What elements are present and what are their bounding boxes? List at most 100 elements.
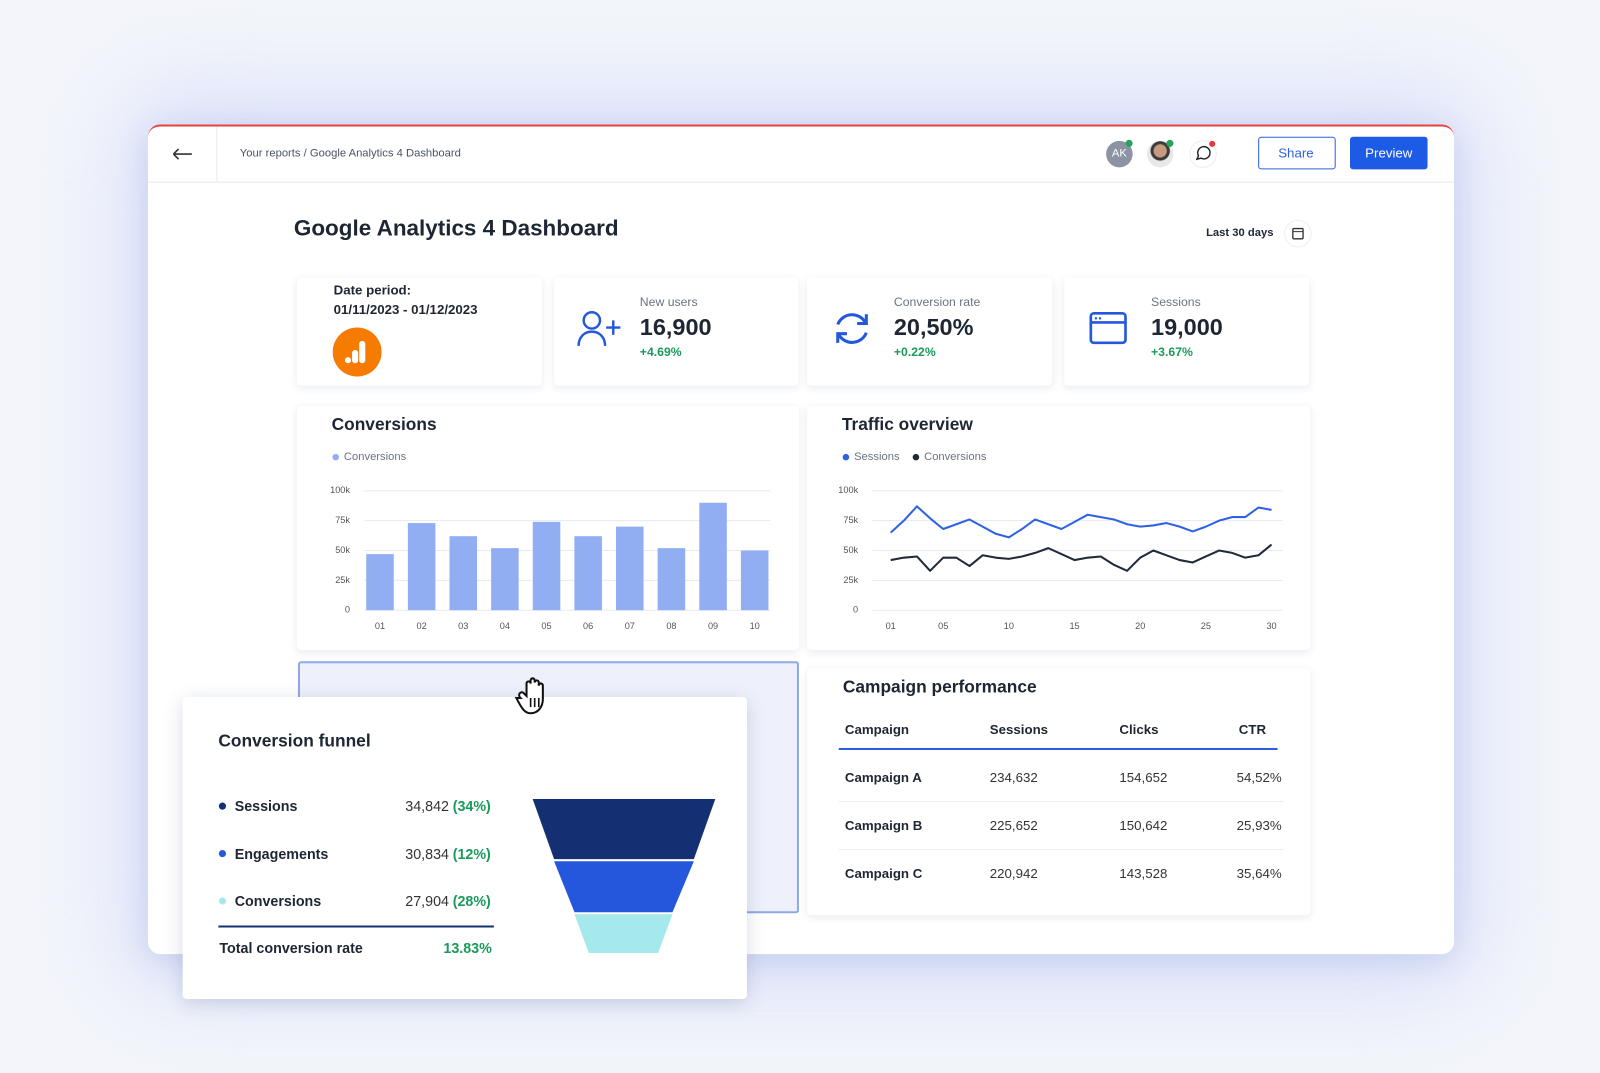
table-cell: 234,632	[989, 769, 1038, 786]
funnel-label: Conversions	[234, 892, 322, 910]
funnel-value: 30,834	[405, 845, 449, 862]
status-dot	[1166, 139, 1174, 147]
x-tick-label: 03	[458, 621, 468, 631]
kpi-value: 20,50%	[893, 313, 974, 341]
legend-label: Sessions	[854, 451, 900, 463]
avatar-initials: AK	[1111, 147, 1127, 160]
kpi-card	[807, 277, 1053, 386]
preview-button[interactable]	[1349, 136, 1428, 170]
calendar-button[interactable]	[1284, 219, 1313, 248]
table-cell: 35,64%	[1236, 865, 1282, 882]
funnel-label: Engagements	[234, 845, 329, 862]
browser-icon	[1089, 311, 1127, 345]
row-divider	[838, 848, 1284, 850]
funnel-share: (12%)	[452, 845, 491, 862]
date-card	[296, 277, 542, 386]
kpi-card	[1064, 277, 1310, 386]
preview-label: Preview	[1365, 145, 1413, 161]
x-tick-label: 25	[1201, 621, 1211, 631]
chart-title: Conversions	[332, 414, 437, 434]
funnel-value: 34,842	[405, 797, 449, 815]
share-label: Share	[1278, 145, 1314, 161]
row-label: Campaign B	[844, 817, 923, 834]
table-cell: 154,652	[1119, 769, 1168, 786]
total-label: Total conversion rate	[219, 939, 363, 957]
x-tick-label: 04	[500, 621, 510, 631]
y-tick-label: 0	[853, 605, 858, 615]
x-tick-label: 09	[708, 621, 718, 631]
table-cell: 143,528	[1119, 865, 1168, 882]
legend-label: Conversions	[924, 451, 987, 463]
table-header: Campaign	[844, 721, 910, 738]
y-tick-label: 100k	[838, 485, 858, 495]
campaign-card	[807, 668, 1311, 916]
x-tick-label: 01	[886, 621, 896, 631]
kpi-value: 16,900	[639, 313, 712, 341]
row-label: Campaign C	[844, 865, 923, 882]
kpi-change: +4.69%	[639, 344, 682, 360]
breadcrumb: Your reports / Google Analytics 4 Dashbo…	[239, 147, 461, 160]
date-range: Last 30 days	[1206, 227, 1274, 240]
dashboard-title: Google Analytics 4 Dashboard	[293, 215, 619, 241]
bar	[616, 526, 644, 611]
drag-cursor	[514, 677, 544, 715]
bar	[699, 502, 727, 611]
x-tick-label: 10	[1004, 621, 1014, 631]
funnel-share: (34%)	[452, 797, 491, 815]
kpi-change: +3.67%	[1151, 344, 1193, 360]
funnel-title: Conversion funnel	[218, 731, 371, 751]
x-tick-label: 02	[417, 621, 427, 631]
kpi-change: +0.22%	[893, 344, 936, 360]
line	[889, 505, 1272, 539]
legend-label: Conversions	[344, 451, 407, 463]
header-underline	[838, 747, 1278, 750]
chart-title: Traffic overview	[842, 414, 974, 434]
table-cell: 220,942	[989, 865, 1038, 882]
date-period: 01/11/2023 - 01/12/2023	[333, 301, 478, 317]
legend-dot	[332, 453, 339, 461]
x-tick-label: 05	[938, 621, 948, 631]
table-header: Clicks	[1119, 721, 1159, 738]
y-tick-label: 25k	[335, 575, 350, 585]
analytics-logo	[332, 327, 382, 377]
kpi-value: 19,000	[1151, 313, 1223, 341]
bar	[449, 536, 478, 611]
bar	[574, 536, 602, 611]
table-title: Campaign performance	[842, 677, 1037, 697]
row-label: Campaign A	[844, 769, 922, 786]
total-value: 13.83%	[443, 939, 492, 957]
legend-dot	[842, 453, 850, 461]
date-period-label: Date period:	[333, 282, 412, 298]
funnel-label: Sessions	[234, 797, 298, 815]
share-button[interactable]	[1258, 136, 1336, 170]
header-divider	[216, 126, 218, 182]
x-tick-label: 30	[1266, 621, 1276, 631]
table-cell: 25,93%	[1236, 817, 1282, 834]
legend-dot	[912, 453, 920, 461]
funnel-share: (28%)	[452, 892, 491, 910]
bar	[491, 548, 519, 611]
kpi-label: New users	[639, 294, 698, 310]
x-tick-label: 15	[1069, 621, 1079, 631]
comments-button[interactable]	[1189, 140, 1218, 169]
back-button[interactable]	[171, 146, 193, 162]
y-tick-label: 75k	[843, 515, 858, 525]
line	[890, 543, 1273, 572]
row-divider	[838, 801, 1284, 803]
kpi-label: Conversion rate	[893, 294, 981, 310]
x-tick-label: 01	[375, 621, 385, 631]
bar	[740, 550, 769, 611]
table-header: Sessions	[989, 721, 1049, 738]
y-tick-label: 100k	[330, 485, 350, 495]
x-tick-label: 06	[583, 621, 593, 631]
funnel-value: 27,904	[405, 892, 449, 910]
header-border	[147, 181, 1455, 183]
x-tick-label: 10	[750, 621, 760, 631]
x-tick-label: 20	[1135, 621, 1145, 631]
bar	[657, 548, 686, 611]
table-cell: 150,642	[1119, 817, 1168, 834]
bar	[532, 521, 561, 611]
y-tick-label: 50k	[335, 545, 350, 555]
table-cell: 54,52%	[1236, 769, 1282, 786]
